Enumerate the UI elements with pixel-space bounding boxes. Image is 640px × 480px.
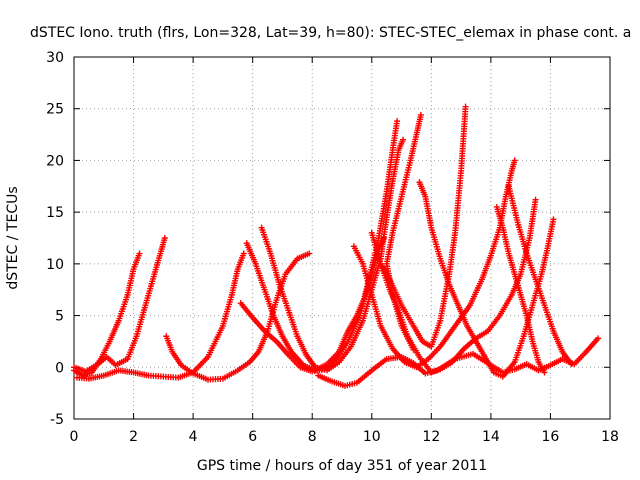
data-point — [161, 235, 168, 241]
data-point — [532, 196, 539, 203]
series-12 — [416, 179, 557, 380]
x-tick-label: 6 — [248, 429, 257, 445]
x-tick-label: 4 — [189, 429, 198, 445]
data-point — [595, 335, 602, 342]
data-point — [400, 136, 407, 143]
data-point — [394, 118, 401, 125]
x-tick-label: 18 — [601, 429, 619, 445]
x-tick-label: 12 — [422, 429, 440, 445]
x-axis-title: GPS time / hours of day 351 of year 2011 — [197, 458, 487, 474]
x-tick-label: 10 — [363, 429, 381, 445]
data-point — [568, 361, 575, 368]
data-point — [240, 250, 247, 257]
y-tick-label: 30 — [46, 50, 64, 66]
y-tick-label: 0 — [55, 360, 64, 376]
y-tick-label: 15 — [46, 205, 64, 221]
series-11 — [383, 111, 424, 353]
x-tick-label: 16 — [542, 429, 560, 445]
data-point — [550, 216, 557, 223]
x-tick-label: 14 — [482, 429, 500, 445]
y-tick-label: 10 — [46, 257, 64, 273]
series-1 — [71, 235, 168, 375]
data-points — [71, 103, 602, 389]
series-8 — [350, 157, 518, 371]
y-tick-label: 20 — [46, 153, 64, 169]
y-tick-label: -5 — [50, 412, 64, 428]
series-13 — [493, 203, 548, 376]
chart-title: dSTEC Iono. truth (flrs, Lon=328, Lat=39… — [30, 25, 631, 41]
data-point — [541, 369, 548, 376]
series-14 — [505, 183, 575, 368]
data-point — [417, 111, 424, 118]
x-tick-label: 0 — [70, 429, 79, 445]
data-point — [511, 157, 518, 164]
y-axis-title: dSTEC / TECUs — [5, 186, 21, 289]
data-point — [306, 250, 313, 257]
y-tick-label: 5 — [55, 309, 64, 325]
data-point — [136, 250, 143, 257]
series-2 — [73, 250, 247, 382]
series-5 — [258, 136, 407, 374]
series-3 — [163, 250, 313, 383]
plot-frame — [73, 56, 611, 420]
x-tick-label: 8 — [308, 429, 317, 445]
x-tick-label: 2 — [129, 429, 138, 445]
tick-labels: 0 2 4 6 8 10 12 14 16 18 -5 0 5 10 15 20 25 30 — [46, 50, 619, 445]
y-tick-label: 25 — [46, 102, 64, 118]
data-point — [462, 103, 469, 110]
series-10 — [377, 103, 469, 350]
series-6 — [237, 118, 401, 375]
ticks — [73, 56, 611, 420]
